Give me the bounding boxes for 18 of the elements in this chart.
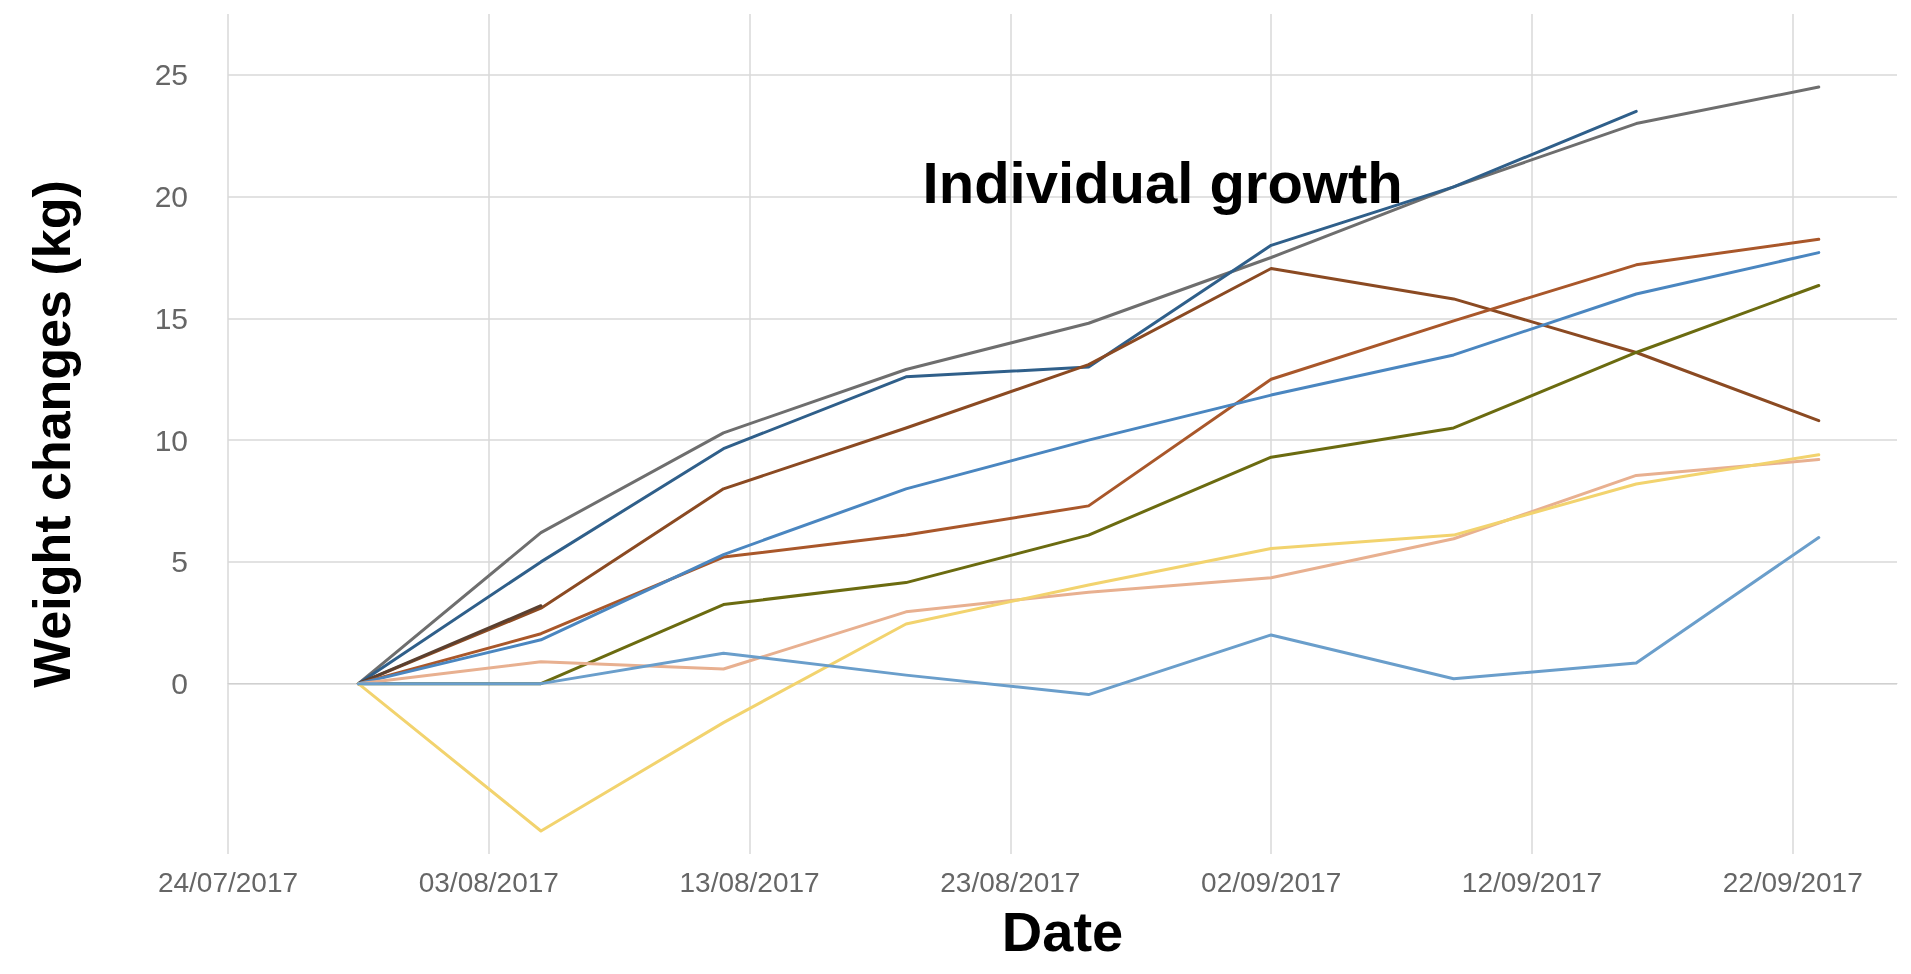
x-tick-label: 03/08/2017 <box>418 866 559 898</box>
y-tick-label: 20 <box>154 180 188 214</box>
x-tick-label: 24/07/2017 <box>157 866 299 898</box>
y-tick-label: 15 <box>154 301 188 335</box>
y-tick-label: 0 <box>171 667 188 701</box>
y-tick-label: 5 <box>171 545 188 579</box>
x-tick-label: 22/09/2017 <box>1722 866 1863 898</box>
x-tick-label: 02/09/2017 <box>1201 866 1342 898</box>
x-axis-title: Date <box>1001 899 1124 963</box>
line-series <box>356 536 1821 697</box>
line-series <box>356 453 1821 833</box>
x-tick-label: 23/08/2017 <box>940 866 1081 898</box>
y-tick-label: 25 <box>154 58 188 92</box>
y-axis-title: Weight changes (kg) <box>23 180 81 688</box>
x-tick-label: 13/08/2017 <box>679 866 820 898</box>
x-tick-label: 12/09/2017 <box>1461 866 1602 898</box>
text: Individual growth <box>922 149 1403 215</box>
y-tick-label: 10 <box>154 423 188 457</box>
